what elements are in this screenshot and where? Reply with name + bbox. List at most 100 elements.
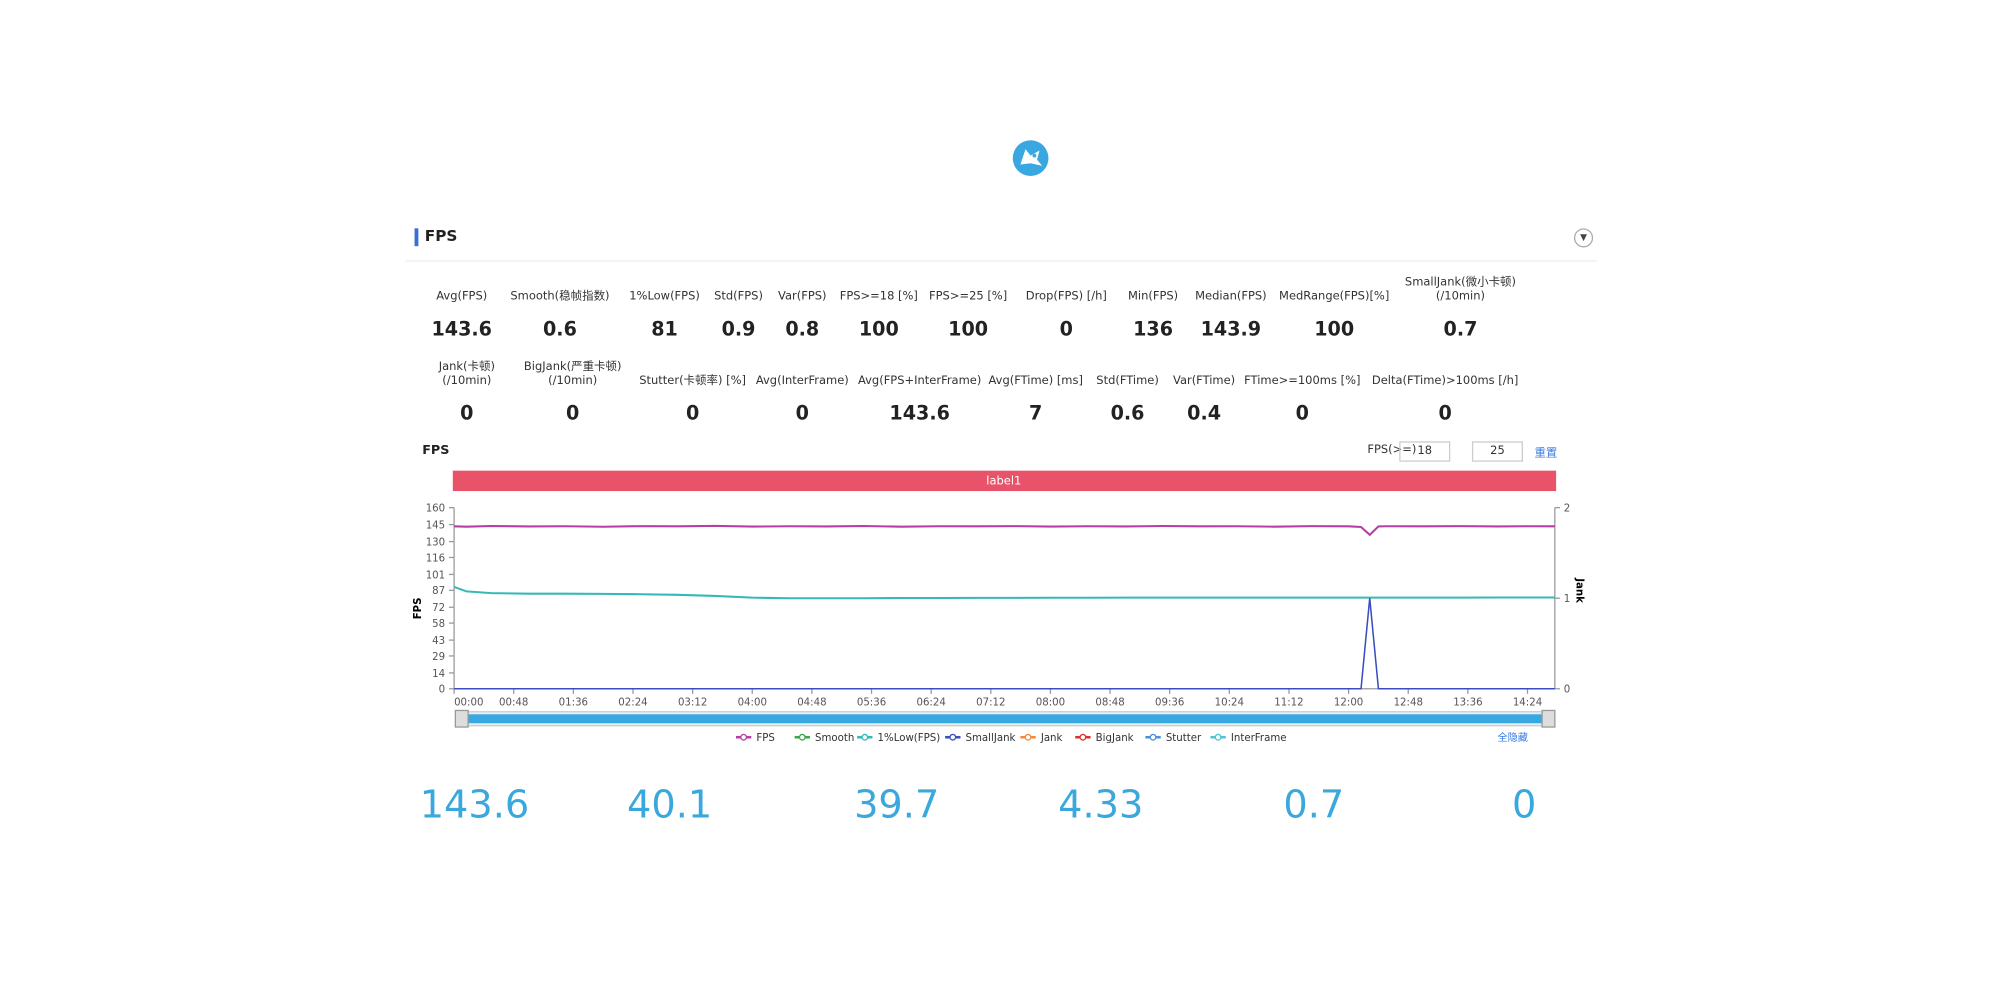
zoom-range [461,714,1548,724]
stat-value: 0.6 [1110,401,1145,425]
stat-label: Avg(FPS) [436,290,488,304]
zoom-handle[interactable] [454,709,469,728]
hide-all-link[interactable]: 全隐藏 [1497,731,1528,744]
x-tick-label: 07:12 [976,697,1005,708]
y-tick-label: 130 [426,537,445,548]
stat-label: MedRange(FPS)[%] [1279,290,1390,304]
legend-swatch [1149,733,1157,741]
stat-value: 100 [858,317,899,341]
legend-swatch [1024,733,1032,741]
x-tick-label: 06:24 [916,697,945,708]
collapse-button[interactable]: ▼ [1573,228,1594,248]
y2-tick-label: 1 [1564,594,1570,605]
stat-value: 81 [651,317,678,341]
summary-value: 39.7 [854,783,940,828]
stat-label: (/10min) [548,374,598,388]
y-axis-label: FPS [413,598,424,620]
legend-label[interactable]: BigJank [1096,733,1134,744]
y-tick-label: 0 [439,685,445,696]
stat-label: Std(FTime) [1096,374,1159,388]
stat-value: 0 [795,401,809,425]
separator [405,260,1597,262]
x-tick-label: 12:48 [1394,697,1423,708]
stat-value: 0.8 [785,317,820,341]
legend-swatch [1079,733,1087,741]
stat-label: Avg(FPS+InterFrame) [857,374,982,388]
section-title: FPS [424,227,458,245]
summary-value: 0.7 [1283,783,1345,828]
stat-value: 0 [566,401,580,425]
x-tick-label: 04:00 [738,697,767,708]
x-tick-label: 13:36 [1453,697,1482,708]
x-tick-label: 03:12 [678,697,707,708]
stat-label: (/10min) [1435,290,1486,304]
threshold-input[interactable]: 25 [1471,441,1523,462]
x-tick-label: 10:24 [1215,697,1244,708]
stat-value: 100 [1314,317,1355,341]
stat-label: SmallJank(微小卡顿) [1404,276,1517,290]
legend-label[interactable]: Stutter [1166,733,1202,744]
stat-label: Delta(FTime)>100ms [/h] [1371,374,1519,388]
summary-value: 40.1 [627,783,713,828]
y-tick-label: 14 [432,669,445,680]
y-tick-label: 29 [432,652,445,663]
stat-value: 136 [1133,317,1174,341]
stat-value: 100 [948,317,989,341]
legend-label[interactable]: Smooth [815,733,854,744]
stat-value: 0 [1059,317,1073,341]
y-tick-label: 72 [432,603,445,614]
y-tick-label: 58 [432,619,445,630]
logo [1012,140,1049,177]
y-tick-label: 101 [426,570,445,581]
x-tick-label: 05:36 [857,697,886,708]
stat-value: 143.6 [431,317,492,341]
legend-label[interactable]: SmallJank [966,733,1016,744]
legend-label[interactable]: Jank [1040,733,1063,744]
stat-label: FPS>=25 [%] [929,290,1008,304]
threshold-label: FPS(>=) [1367,443,1417,457]
y-tick-label: 116 [426,553,445,564]
label-band [452,470,1557,492]
stat-label: (/10min) [442,374,492,388]
zoom-handle[interactable] [1541,709,1556,728]
x-tick-label: 02:24 [618,697,647,708]
y-tick-label: 160 [426,503,445,514]
stat-value: 0.4 [1187,401,1222,425]
legend-label[interactable]: InterFrame [1231,733,1287,744]
summary-value: 143.6 [419,783,530,828]
stat-value: 143.9 [1200,317,1262,341]
x-tick-label: 12:00 [1334,697,1363,708]
stat-label: Min(FPS) [1127,290,1179,304]
legend-swatch [740,733,748,741]
x-tick-label: 08:00 [1036,697,1065,708]
y-tick-label: 145 [426,520,445,531]
stat-label: BigJank(严重卡顿) [523,360,622,374]
stat-value: 0 [685,401,700,425]
stat-value: 0.9 [721,317,756,341]
band-label: label1 [986,474,1021,488]
reset-link[interactable]: 重置 [1534,447,1558,461]
stat-value: 0 [1295,401,1309,425]
stat-label: Std(FPS) [714,290,763,304]
stat-label: Avg(InterFrame) [755,374,849,388]
x-tick-label: 00:48 [499,697,528,708]
stat-value: 0.7 [1443,317,1478,341]
x-tick-label: 11:12 [1274,697,1303,708]
stat-label: Smooth(稳帧指数) [510,290,610,304]
x-tick-label: 00:00 [454,697,483,708]
stat-value: 0 [460,401,474,425]
threshold-input[interactable]: 18 [1399,441,1451,462]
legend-label[interactable]: FPS [756,733,774,744]
y-tick-label: 43 [432,636,445,647]
stat-label: FPS>=18 [%] [839,290,918,304]
summary-value: 0 [1512,783,1537,828]
legend-swatch [798,733,806,741]
stat-label: Drop(FPS) [/h] [1025,290,1107,304]
legend-label[interactable]: 1%Low(FPS) [878,733,941,744]
stat-value: 0 [1438,401,1452,425]
stat-label: Jank(卡顿) [438,360,495,374]
chart-title: FPS [422,443,450,458]
series-line [453,585,1555,600]
